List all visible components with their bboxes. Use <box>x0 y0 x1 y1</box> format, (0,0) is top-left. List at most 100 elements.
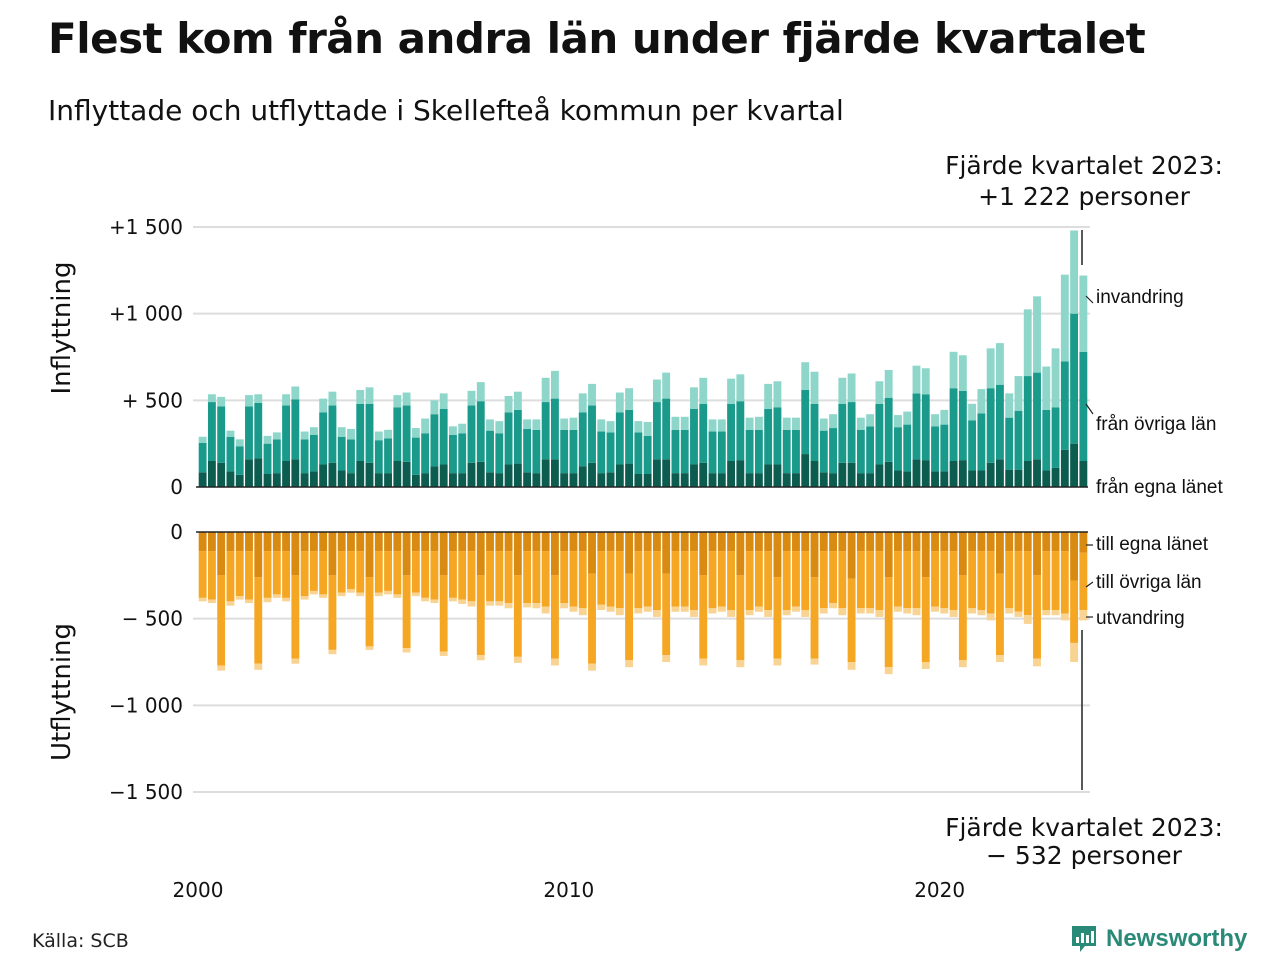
bar-out-0-q18 <box>365 532 374 578</box>
bar-out-0-q81 <box>949 532 958 552</box>
bar-out-0-q64 <box>792 532 800 552</box>
bar-in-1-q60 <box>754 429 763 474</box>
bar-out-0-q14 <box>328 532 337 576</box>
bar-out-2-q85 <box>986 613 995 621</box>
bar-out-2-q64 <box>792 606 800 612</box>
bar-out-1-q76 <box>903 551 912 609</box>
bar-out-0-q27 <box>449 532 457 552</box>
bar-out-1-q95 <box>1079 552 1088 610</box>
bar-in-2-q50 <box>662 372 671 399</box>
bar-in-0-q22 <box>402 461 411 487</box>
series-label-bottom-2: utvandring <box>1096 608 1185 629</box>
bar-in-2-q21 <box>393 395 402 408</box>
bar-out-1-q32 <box>495 551 504 602</box>
bar-out-2-q92 <box>1051 610 1060 616</box>
bar-out-2-q52 <box>680 606 689 612</box>
bar-in-0-q45 <box>615 464 624 487</box>
bar-out-2-q59 <box>745 610 754 616</box>
bar-out-1-q22 <box>402 575 411 649</box>
bar-out-0-q11 <box>300 532 309 552</box>
bar-in-0-q71 <box>856 473 865 487</box>
bar-out-2-q16 <box>347 589 355 593</box>
bar-in-0-q29 <box>467 462 476 487</box>
bar-out-0-q50 <box>662 532 671 574</box>
bar-out-1-q7 <box>263 551 272 598</box>
bar-in-1-q70 <box>847 402 856 463</box>
bar-out-0-q71 <box>856 532 865 552</box>
bar-in-1-q93 <box>1060 361 1069 450</box>
bar-in-2-q47 <box>634 421 643 433</box>
series-label-top-2: från egna länet <box>1096 477 1223 498</box>
bar-in-1-q18 <box>365 403 374 463</box>
bar-out-2-q71 <box>856 608 865 614</box>
bar-in-0-q14 <box>328 462 337 487</box>
bar-out-1-q16 <box>347 551 355 590</box>
bar-out-1-q67 <box>819 551 828 609</box>
bar-out-2-q53 <box>690 610 698 617</box>
bar-out-2-q89 <box>1023 615 1032 624</box>
bar-in-0-q93 <box>1060 449 1069 487</box>
bar-in-1-q51 <box>671 429 680 474</box>
bar-out-0-q70 <box>847 532 856 579</box>
bar-out-2-q10 <box>291 658 300 664</box>
bar-out-2-q69 <box>838 608 847 616</box>
bar-out-1-q82 <box>958 575 967 661</box>
bar-in-2-q57 <box>727 378 736 404</box>
bar-in-1-q74 <box>884 397 893 462</box>
bar-out-1-q81 <box>949 551 958 610</box>
bar-in-2-q42 <box>588 383 596 406</box>
bar-in-0-q26 <box>439 464 448 487</box>
bar-in-2-q24 <box>421 418 430 434</box>
bar-out-0-q8 <box>272 532 281 552</box>
series-label-leader-2 <box>1085 581 1094 588</box>
bar-in-2-q32 <box>495 421 504 434</box>
bar-in-2-q94 <box>1070 230 1079 314</box>
bar-out-0-q49 <box>652 532 661 552</box>
bar-in-1-q69 <box>838 403 847 463</box>
bar-in-1-q86 <box>995 384 1004 460</box>
bar-in-2-q60 <box>754 416 763 430</box>
bar-in-1-q43 <box>597 431 606 474</box>
bar-out-1-q39 <box>560 551 569 604</box>
bar-in-2-q79 <box>931 414 939 427</box>
bar-out-2-q74 <box>884 667 893 675</box>
bar-out-0-q2 <box>217 532 226 576</box>
bar-out-1-q47 <box>634 551 643 609</box>
bar-in-1-q11 <box>300 439 309 474</box>
bar-out-2-q34 <box>513 656 522 663</box>
bar-out-2-q87 <box>1005 608 1014 614</box>
bar-out-1-q5 <box>245 551 253 600</box>
bar-in-1-q66 <box>810 403 819 461</box>
bar-out-1-q61 <box>764 551 773 610</box>
bar-out-0-q20 <box>384 532 392 552</box>
bar-in-1-q26 <box>439 409 448 465</box>
bar-in-1-q16 <box>347 439 355 474</box>
bar-in-1-q10 <box>291 399 300 460</box>
bar-in-2-q89 <box>1023 309 1032 377</box>
bar-in-2-q84 <box>977 389 986 414</box>
bar-out-1-q74 <box>884 577 893 668</box>
bar-in-0-q19 <box>374 473 383 487</box>
bar-out-2-q84 <box>977 610 986 616</box>
bar-in-2-q0 <box>198 436 207 443</box>
bar-out-1-q60 <box>754 551 763 607</box>
bar-out-1-q12 <box>309 551 318 591</box>
bar-out-0-q17 <box>356 532 365 552</box>
bar-out-2-q20 <box>384 590 392 595</box>
bar-in-2-q44 <box>606 421 615 433</box>
bar-in-0-q61 <box>764 464 773 487</box>
bar-in-2-q54 <box>699 377 708 404</box>
bar-out-1-q25 <box>430 551 439 600</box>
bar-in-0-q88 <box>1014 469 1023 487</box>
bar-out-2-q1 <box>207 599 216 604</box>
bar-in-0-q12 <box>309 471 318 487</box>
bar-in-0-q79 <box>931 471 939 487</box>
bar-out-0-q37 <box>541 532 550 552</box>
bar-out-1-q62 <box>773 577 782 659</box>
bar-out-2-q78 <box>921 662 930 669</box>
bar-out-2-q35 <box>523 603 532 608</box>
bar-out-0-q52 <box>680 532 689 552</box>
bar-in-2-q69 <box>838 377 847 404</box>
bar-in-1-q48 <box>643 435 652 474</box>
bar-out-2-q12 <box>309 590 318 595</box>
